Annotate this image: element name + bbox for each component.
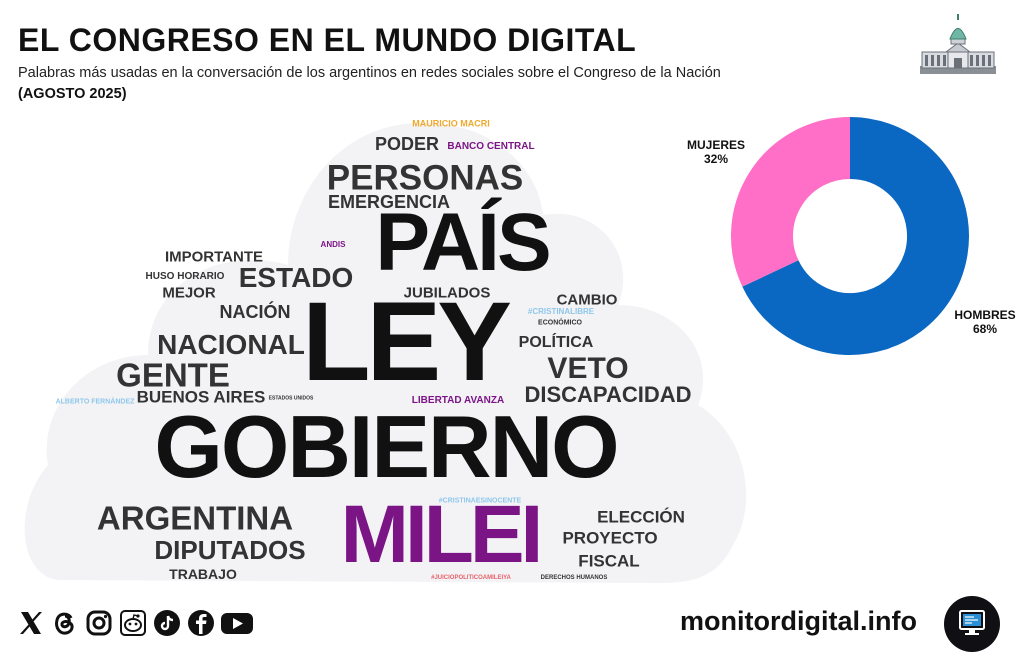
word-eleccion: ELECCIÓN bbox=[597, 507, 685, 527]
threads-icon[interactable] bbox=[50, 608, 80, 638]
period-label: (AGOSTO 2025) bbox=[18, 86, 127, 102]
website-label[interactable]: monitordigital.info bbox=[680, 606, 917, 636]
hombres-label-name: HOMBRES bbox=[954, 308, 1016, 322]
word-politica: POLÍTICA bbox=[518, 334, 594, 351]
gender-donut-chart: MUJERES 32% HOMBRES 68% bbox=[687, 108, 1020, 378]
word-nacion: NACIÓN bbox=[219, 302, 291, 322]
word-jubilados: JUBILADOS bbox=[403, 284, 491, 302]
word-fiscal: FISCAL bbox=[578, 551, 640, 571]
word-estados-unidos: ESTADOS UNIDOS bbox=[268, 395, 314, 402]
instagram-icon[interactable] bbox=[84, 608, 114, 638]
word-huso-horario: HUSO HORARIO bbox=[145, 271, 225, 282]
page-title: EL CONGRESO EN EL MUNDO DIGITAL bbox=[18, 22, 637, 58]
word-libertad-avanza: LIBERTAD AVANZA bbox=[411, 395, 505, 406]
word-diputados: DIPUTADOS bbox=[154, 535, 306, 565]
social-icons bbox=[16, 608, 254, 642]
facebook-icon[interactable] bbox=[186, 608, 216, 638]
word-nacional: NACIONAL bbox=[157, 329, 305, 360]
mujeres-label-value: 32% bbox=[703, 152, 729, 166]
word-milei: MILEI bbox=[340, 489, 544, 580]
congress-building-icon bbox=[920, 14, 996, 74]
word-importante: IMPORTANTE bbox=[164, 248, 264, 266]
word-emergencia: EMERGENCIA bbox=[327, 192, 451, 212]
word-derechos-humanos: DERECHOS HUMANOS bbox=[540, 575, 608, 581]
word-estado: ESTADO bbox=[238, 262, 354, 293]
word-gobierno: GOBIERNO bbox=[154, 397, 619, 496]
word-juiciopoliticoamileiya: #JUICIOPOLITICOAMILEIYA bbox=[431, 575, 511, 581]
word-buenos-aires: BUENOS AIRES bbox=[136, 387, 266, 407]
word-cristinaesinocente: #CRISTINAESINOCENTE bbox=[438, 497, 522, 505]
mujeres-label-name: MUJERES bbox=[686, 138, 745, 152]
hombres-label-value: 68% bbox=[972, 322, 998, 336]
tiktok-icon[interactable] bbox=[152, 608, 182, 638]
mujeres-label: MUJERES 32% bbox=[686, 138, 746, 166]
donut-svg bbox=[731, 117, 969, 355]
page-subtitle: Palabras más usadas en la conversación d… bbox=[18, 65, 721, 81]
hombres-label: HOMBRES 68% bbox=[950, 308, 1020, 336]
word-banco-central: BANCO CENTRAL bbox=[447, 141, 535, 152]
word-discapacidad: DISCAPACIDAD bbox=[524, 382, 692, 407]
x-icon[interactable] bbox=[16, 608, 46, 638]
word-cristinalibre: #CRISTINALIBRE bbox=[527, 307, 595, 316]
reddit-icon[interactable] bbox=[118, 608, 148, 638]
word-proyecto: PROYECTO bbox=[562, 528, 658, 548]
word-mauricio-macri: MAURICIO MACRI bbox=[412, 118, 490, 129]
word-poder: PODER bbox=[374, 134, 440, 154]
youtube-icon[interactable] bbox=[220, 608, 254, 638]
donut-slice-hombres bbox=[742, 117, 969, 355]
monitor-icon bbox=[944, 596, 1000, 652]
word-trabajo: TRABAJO bbox=[169, 566, 237, 582]
word-ley: LEY bbox=[302, 279, 512, 404]
word-personas: PERSONAS bbox=[326, 158, 524, 198]
word-cloud-background bbox=[24, 122, 747, 583]
word-cambio: CAMBIO bbox=[556, 291, 618, 309]
word-pais: PAÍS bbox=[375, 197, 551, 288]
donut-slice-mujeres bbox=[731, 117, 852, 287]
word-mejor: MEJOR bbox=[162, 284, 216, 302]
word-gente: GENTE bbox=[116, 356, 230, 394]
word-argentina: ARGENTINA bbox=[96, 499, 294, 537]
word-veto: VETO bbox=[547, 352, 629, 385]
word-andis: ANDIS bbox=[320, 240, 346, 249]
word-alberto-fernandez: ALBERTO FERNÁNDEZ bbox=[55, 398, 135, 406]
word-economico: ECONÓMICO bbox=[538, 319, 582, 327]
